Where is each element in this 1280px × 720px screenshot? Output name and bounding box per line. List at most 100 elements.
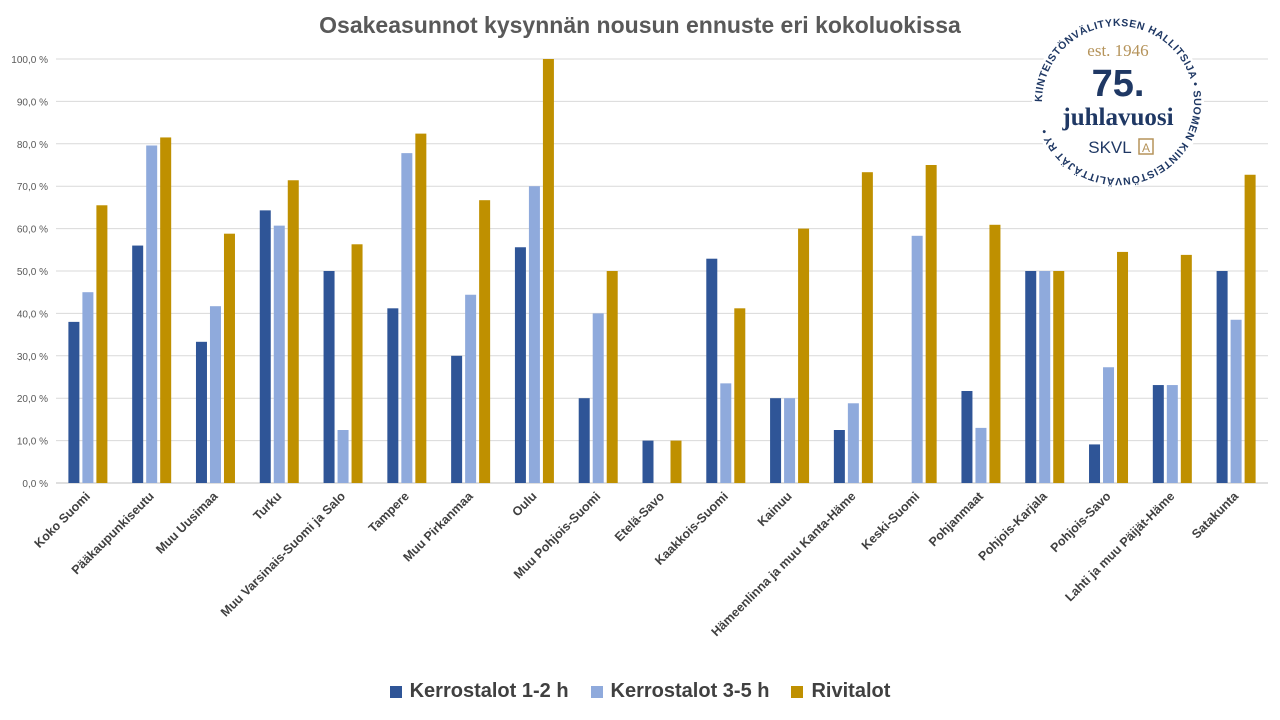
- legend-label: Kerrostalot 3-5 h: [610, 680, 770, 702]
- legend: Kerrostalot 1-2 h Kerrostalot 3-5 h Rivita…: [0, 680, 1280, 703]
- y-tick-label: 70,0 %: [17, 182, 48, 193]
- x-tick-label: Koko Suomi: [32, 489, 93, 550]
- logo-brand-mark: A: [1142, 141, 1150, 155]
- bar: [925, 165, 937, 483]
- y-tick-label: 40,0 %: [17, 309, 48, 320]
- x-tick-label: Muu Varsinais-Suomi ja Salo: [218, 489, 348, 619]
- legend-label: Rivitalot: [811, 680, 891, 702]
- bar: [160, 137, 172, 483]
- x-tick-label: Tampere: [366, 489, 412, 535]
- x-tick-label: Satakunta: [1189, 488, 1242, 541]
- bar: [1180, 254, 1192, 483]
- x-tick-label: Lahti ja muu Päijät-Häme: [1062, 489, 1177, 604]
- logo-word: juhlavuosi: [1061, 104, 1173, 131]
- bar: [337, 430, 349, 483]
- logo-number: 75.: [1092, 63, 1145, 105]
- x-tick-label: Pohjois-Karjala: [976, 488, 1051, 563]
- y-tick-label: 30,0 %: [17, 352, 48, 363]
- bar: [146, 145, 158, 483]
- bar: [784, 398, 796, 483]
- y-tick-label: 60,0 %: [17, 225, 48, 236]
- bar: [82, 292, 94, 483]
- bar: [1244, 174, 1256, 483]
- bar: [209, 306, 221, 483]
- logo-est: est. 1946: [1087, 41, 1148, 60]
- bar: [1166, 385, 1178, 483]
- bar: [706, 258, 718, 483]
- y-tick-label: 100,0 %: [11, 55, 48, 66]
- bar: [401, 153, 413, 484]
- bar: [1230, 319, 1242, 483]
- bar: [578, 398, 590, 483]
- y-tick-label: 90,0 %: [17, 97, 48, 108]
- bar: [68, 321, 80, 483]
- bar: [1039, 271, 1051, 483]
- bar: [1103, 367, 1115, 483]
- bar: [514, 247, 526, 483]
- bar: [770, 398, 782, 483]
- bar: [451, 355, 463, 483]
- logo-brand-mark-icon: [1138, 138, 1154, 155]
- bar: [720, 383, 732, 483]
- legend-label: Kerrostalot 1-2 h: [409, 680, 569, 702]
- bar: [479, 200, 491, 483]
- chart-title: Osakeasunnot kysynnän nousun ennuste eri…: [319, 12, 961, 38]
- bar: [1117, 251, 1129, 483]
- logo-brand: SKVL: [1088, 138, 1131, 157]
- bar: [989, 224, 1001, 483]
- x-tick-label: Keski-Suomi: [859, 489, 922, 552]
- bar: [1216, 271, 1228, 483]
- bar: [259, 210, 271, 484]
- legend-item: Kerrostalot 3-5 h: [590, 680, 770, 703]
- bar: [1025, 271, 1037, 483]
- bar: [833, 430, 845, 483]
- bar: [975, 427, 987, 483]
- x-tick-label: Muu Pirkanmaa: [401, 488, 477, 564]
- bar: [351, 244, 363, 483]
- y-tick-label: 20,0 %: [17, 394, 48, 405]
- x-tick-label: Pohjanmaat: [926, 489, 987, 550]
- bar: [465, 294, 477, 483]
- bar: [542, 59, 554, 483]
- bar: [1089, 444, 1101, 483]
- bar: [1152, 385, 1164, 483]
- bar: [323, 271, 335, 483]
- bar: [642, 440, 654, 483]
- y-tick-label: 80,0 %: [17, 140, 48, 151]
- bar: [670, 440, 682, 483]
- bar: [592, 313, 604, 483]
- bars: [68, 59, 1256, 484]
- bar: [847, 403, 859, 483]
- bar: [911, 235, 923, 483]
- x-tick-label: Oulu: [510, 489, 540, 519]
- bar: [387, 308, 399, 483]
- bar: [415, 133, 427, 483]
- bar: [195, 341, 207, 483]
- legend-swatch: [791, 685, 804, 698]
- bar: [606, 271, 618, 483]
- x-tick-label: Muu Uusimaa: [153, 488, 221, 556]
- y-tick-label: 0,0 %: [22, 479, 48, 490]
- bar: [528, 186, 540, 483]
- bar: [287, 180, 299, 484]
- x-tick-label: Kainuu: [755, 489, 795, 529]
- bar: [798, 228, 810, 483]
- y-tick-label: 50,0 %: [17, 267, 48, 278]
- legend-item: Kerrostalot 1-2 h: [389, 680, 569, 703]
- skvl-75-jubilee-logo: KIINTEISTÖNVÄLITYKSEN HALLITSIJA • SUOME…: [1032, 16, 1204, 188]
- y-tick-label: 10,0 %: [17, 437, 48, 448]
- x-tick-label: Hämeenlinna ja muu Kanta-Häme: [709, 489, 859, 639]
- x-tick-label: Pohjois-Savo: [1048, 489, 1114, 555]
- bar: [861, 172, 873, 483]
- legend-swatch: [590, 685, 603, 698]
- bar: [961, 390, 973, 483]
- bar: [273, 225, 285, 483]
- legend-item: Rivitalot: [791, 680, 890, 703]
- y-axis-ticks: 0,0 % 10,0 % 20,0 % 30,0 % 40,0 % 50,0 % 60,0 …: [11, 55, 48, 490]
- legend-swatch: [389, 685, 402, 698]
- x-tick-label: Turku: [251, 489, 285, 523]
- bar: [1053, 271, 1065, 483]
- bar: [223, 233, 235, 483]
- bar: [96, 205, 108, 483]
